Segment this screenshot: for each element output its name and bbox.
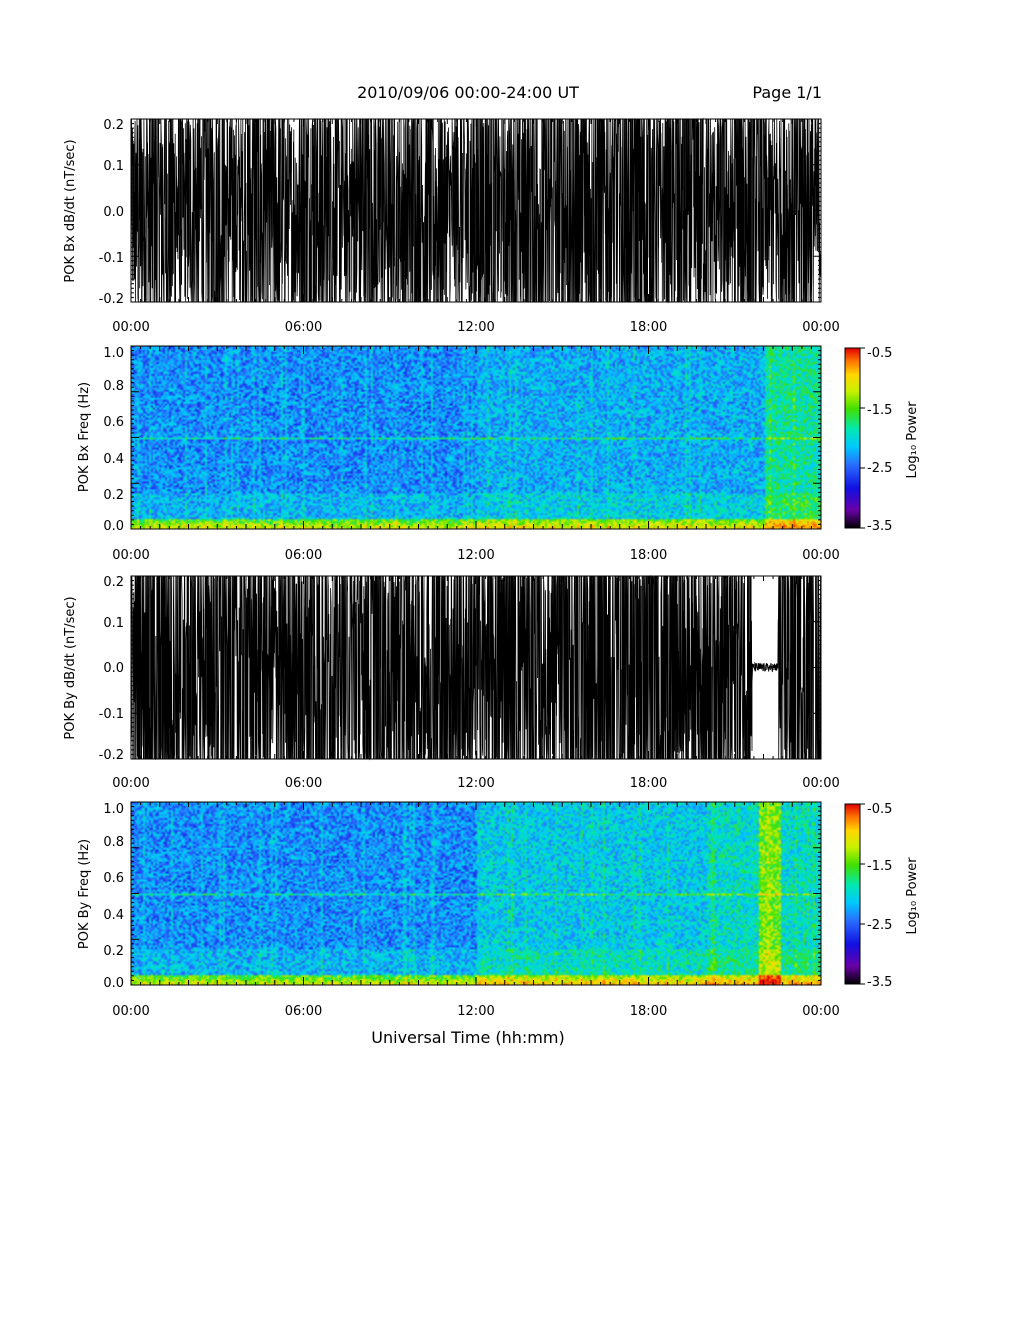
bx-spectrogram-ytick-label: 1.0 (103, 346, 124, 361)
bx-dbdt-ytick-label: 0.1 (103, 159, 124, 174)
bx-colorbar-gradient (844, 347, 861, 529)
bx-dbdt-xtick-label: 06:00 (285, 320, 322, 335)
bx-spectrogram-ytick-label: 0.0 (103, 519, 124, 534)
page-indicator: Page 1/1 (752, 83, 822, 102)
by-dbdt-y-axis-label: POK By dB/dt (nT/sec) (63, 596, 78, 739)
by-dbdt-xtick-label: 12:00 (457, 776, 494, 791)
bx-colorbar-ticks (860, 347, 865, 529)
bx-spectrogram-ytick-label: 0.8 (103, 379, 124, 394)
bx-colorbar-tick-label: -0.5 (867, 346, 892, 361)
by-dbdt-ytick-label: -0.2 (99, 748, 124, 763)
panel-by-dbdt: POK By dB/dt (nT/sec) 0.2 0.1 0.0 -0.1 -… (63, 575, 840, 791)
bx-spectrogram-xtick-label: 06:00 (285, 548, 322, 563)
bx-spectrogram-xtick-label: 00:00 (802, 548, 839, 563)
bx-dbdt-ytick-label: -0.1 (99, 251, 124, 266)
bx-spectrogram-y-axis-label: POK Bx Freq (Hz) (77, 382, 92, 492)
by-colorbar: -0.5 -1.5 -2.5 -3.5 Log₁₀ Power (844, 802, 920, 990)
bx-colorbar-tick-label: -1.5 (867, 403, 892, 418)
by-dbdt-xtick-label: 06:00 (285, 776, 322, 791)
by-spectrogram-xtick-label: 12:00 (457, 1004, 494, 1019)
by-dbdt-xtick-label: 18:00 (630, 776, 667, 791)
bx-spectrogram-xtick-label: 18:00 (630, 548, 667, 563)
bx-dbdt-ticks (130, 118, 822, 303)
by-spectrogram-ytick-label: 1.0 (103, 802, 124, 817)
by-dbdt-traces (130, 575, 821, 761)
panel-bx-spectrogram: POK Bx Freq (Hz) 1.0 0.8 0.6 0.4 0.2 0.0… (77, 345, 920, 563)
by-dbdt-xtick-label: 00:00 (802, 776, 839, 791)
by-spectrogram-ytick-label: 0.8 (103, 835, 124, 850)
x-axis-label: Universal Time (hh:mm) (371, 1028, 564, 1047)
bx-colorbar-label: Log₁₀ Power (905, 401, 920, 479)
by-spectrogram-ytick-label: 0.0 (103, 976, 124, 991)
bx-spectrogram-ytick-label: 0.4 (103, 452, 124, 467)
by-spectrogram-ytick-label: 0.2 (103, 944, 124, 959)
by-spectrogram-xtick-label: 00:00 (802, 1004, 839, 1019)
bx-dbdt-xtick-label: 12:00 (457, 320, 494, 335)
by-spectrogram-image (131, 802, 821, 985)
bx-dbdt-xtick-label: 00:00 (802, 320, 839, 335)
by-spectrogram-ytick-label: 0.4 (103, 908, 124, 923)
bx-spectrogram-xtick-label: 12:00 (457, 548, 494, 563)
bx-colorbar-tick-label: -3.5 (867, 519, 892, 534)
bx-dbdt-ytick-label: -0.2 (99, 292, 124, 307)
dbdt-trace-line (130, 575, 821, 761)
by-dbdt-ytick-label: 0.1 (103, 616, 124, 631)
by-dbdt-ytick-label: 0.2 (103, 575, 124, 590)
by-spectrogram-xtick-label: 18:00 (630, 1004, 667, 1019)
bx-dbdt-traces (130, 117, 821, 304)
bx-colorbar-tick-label: -2.5 (867, 461, 892, 476)
panel-bx-dbdt: POK Bx dB/dt (nT/sec) 0.2 0.1 0.0 -0.1 -… (63, 117, 840, 335)
dbdt-trace-line (130, 117, 821, 304)
by-spectrogram-ticks (130, 801, 822, 986)
by-colorbar-label: Log₁₀ Power (905, 857, 920, 935)
by-colorbar-tick-label: -2.5 (867, 918, 892, 933)
bx-dbdt-ytick-label: 0.2 (103, 118, 124, 133)
figure-title: 2010/09/06 00:00-24:00 UT (357, 83, 579, 102)
bx-spectrogram-image (131, 346, 821, 529)
by-dbdt-xtick-label: 00:00 (112, 776, 149, 791)
by-spectrogram-xtick-label: 00:00 (112, 1004, 149, 1019)
bx-dbdt-y-axis-label: POK Bx dB/dt (nT/sec) (63, 139, 78, 282)
by-dbdt-ticks (130, 575, 822, 760)
bx-spectrogram-ticks (130, 345, 822, 530)
by-colorbar-tick-label: -3.5 (867, 975, 892, 990)
bx-spectrogram-ytick-label: 0.6 (103, 415, 124, 430)
bx-dbdt-ytick-label: 0.0 (103, 205, 124, 220)
by-colorbar-ticks (860, 803, 865, 985)
panel-by-spectrogram: POK By Freq (Hz) 1.0 0.8 0.6 0.4 0.2 0.0… (77, 801, 920, 1019)
by-spectrogram-xtick-label: 06:00 (285, 1004, 322, 1019)
bx-dbdt-xtick-label: 18:00 (630, 320, 667, 335)
by-spectrogram-y-axis-label: POK By Freq (Hz) (77, 839, 92, 949)
bx-colorbar: -0.5 -1.5 -2.5 -3.5 Log₁₀ Power (844, 346, 920, 534)
by-dbdt-ytick-label: 0.0 (103, 661, 124, 676)
bx-spectrogram-ytick-label: 0.2 (103, 488, 124, 503)
by-colorbar-gradient (844, 803, 861, 985)
bx-dbdt-xtick-label: 00:00 (112, 320, 149, 335)
by-colorbar-tick-label: -1.5 (867, 859, 892, 874)
by-colorbar-tick-label: -0.5 (867, 802, 892, 817)
by-dbdt-ytick-label: -0.1 (99, 707, 124, 722)
bx-spectrogram-xtick-label: 00:00 (112, 548, 149, 563)
by-spectrogram-ytick-label: 0.6 (103, 871, 124, 886)
